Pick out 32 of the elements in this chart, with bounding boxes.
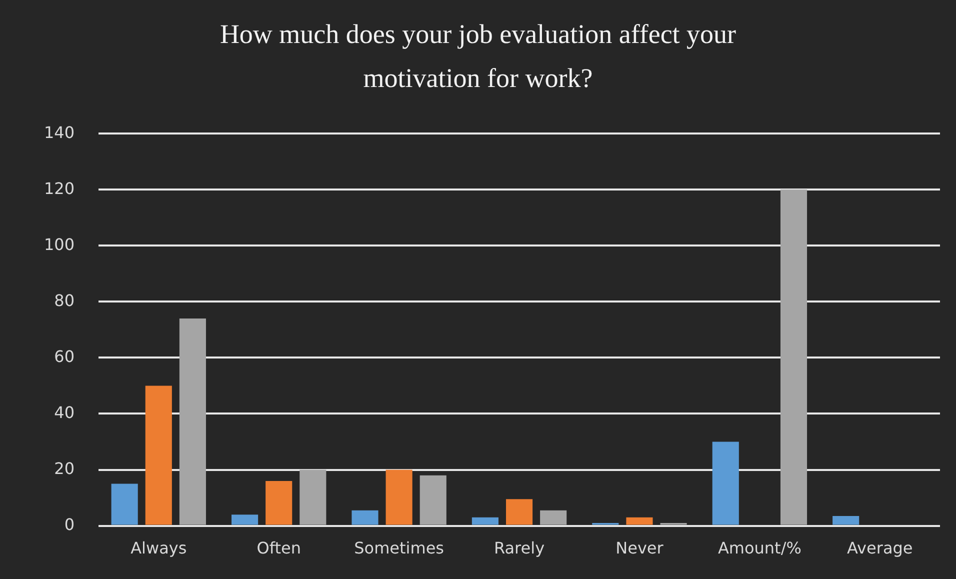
bar [145,386,172,525]
y-tick-label: 100 [44,234,75,254]
y-tick-label: 140 [44,122,75,142]
bar [832,516,860,525]
bar [352,510,378,525]
y-tick-label: 60 [54,346,75,366]
chart-title: How much does your job evaluation affect your motivation for work? [218,18,738,95]
bar [540,510,567,525]
y-tick-label: 120 [44,178,75,198]
x-tick-label: Never [616,538,664,558]
x-tick-label: Rarely [494,538,545,558]
bar [386,470,412,525]
bar [179,318,206,525]
bar [111,484,138,525]
y-tick-label: 20 [54,458,75,478]
bar [232,514,258,525]
y-tick-label: 80 [54,290,75,310]
bar [472,517,498,525]
y-tick-label: 40 [54,402,75,422]
bar [780,190,808,525]
x-tick-label: Always [130,538,187,558]
bar [626,517,653,525]
bar [712,442,739,525]
x-tick-label: Amount/% [718,538,802,558]
x-tick-label: Often [256,538,301,558]
y-tick-label: 0 [64,514,75,534]
bar [420,475,446,525]
bar [506,499,533,525]
bar [300,470,326,525]
bar [266,480,292,525]
x-tick-label: Average [847,538,913,558]
x-tick-label: Sometimes [354,538,444,558]
